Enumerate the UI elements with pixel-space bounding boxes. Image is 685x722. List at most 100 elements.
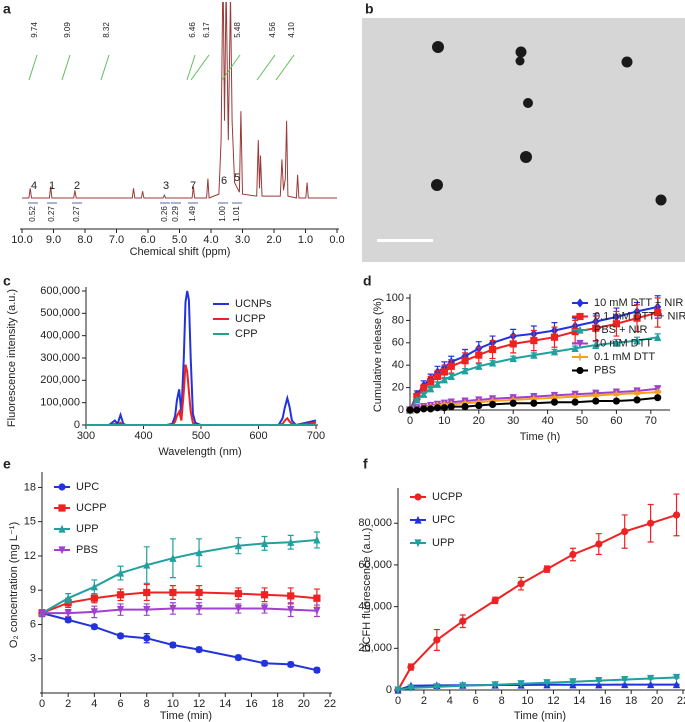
marker xyxy=(672,673,681,682)
x-tick-label: 4 xyxy=(91,698,97,710)
marker xyxy=(195,548,203,557)
x-tick-label: 4.0 xyxy=(203,234,218,246)
x-tick-label: 6 xyxy=(473,695,479,707)
series-line xyxy=(42,607,317,615)
marker xyxy=(550,333,559,341)
marker xyxy=(420,390,428,398)
peak-label: 5.48 xyxy=(233,22,242,38)
marker xyxy=(58,546,66,555)
marker xyxy=(58,483,66,491)
marker xyxy=(550,347,559,356)
spectrum-line xyxy=(22,2,337,199)
marker xyxy=(143,634,151,642)
marker xyxy=(433,404,442,412)
series-line xyxy=(86,290,317,427)
legend-label: CPP xyxy=(235,328,258,340)
x-tick-label: 16 xyxy=(599,695,611,707)
marker xyxy=(576,339,584,348)
legend-label: UCNPs xyxy=(235,298,272,310)
marker xyxy=(313,535,321,544)
marker xyxy=(433,683,441,692)
y-tick-label: 20,000 xyxy=(358,642,392,654)
y-tick-label: 400,000 xyxy=(40,330,80,342)
marker xyxy=(195,604,203,613)
legend-label: PBS + NIR xyxy=(594,324,648,336)
x-tick-label: 4 xyxy=(447,695,453,707)
marker xyxy=(459,617,467,625)
marker xyxy=(543,679,551,687)
y-axis-title: Cumulative release (%) xyxy=(372,298,384,412)
peak-number: 4 xyxy=(31,180,37,192)
marker xyxy=(433,380,442,388)
marker xyxy=(621,680,629,689)
marker xyxy=(287,606,295,614)
y-axis-title: O₂ concentration (mg L⁻¹) xyxy=(8,522,20,648)
marker xyxy=(654,394,662,402)
marker xyxy=(433,372,442,380)
integral-label: 1.00 xyxy=(218,206,227,222)
x-tick-label: 8 xyxy=(144,698,150,710)
marker xyxy=(543,565,551,573)
x-axis-title: Wavelength (nm) xyxy=(158,446,241,458)
marker xyxy=(461,366,469,375)
series-line xyxy=(41,591,317,615)
x-axis-title: Time (h) xyxy=(520,431,561,443)
marker xyxy=(633,396,641,404)
y-tick-label: 0 xyxy=(386,684,392,696)
x-axis-title: Time (min) xyxy=(514,710,566,722)
y-tick-label: 12 xyxy=(24,550,36,562)
marker xyxy=(195,646,203,654)
marker xyxy=(234,604,242,613)
x-tick-label: 2 xyxy=(65,698,71,710)
peak-label: 8.32 xyxy=(102,22,111,38)
y-tick-label: 18 xyxy=(24,481,36,493)
x-tick-label: 10.0 xyxy=(11,234,32,246)
legend-label: 0.1 mM DTT + NIR xyxy=(594,310,685,322)
marker xyxy=(313,594,321,602)
marker xyxy=(440,404,448,412)
marker xyxy=(116,591,125,599)
peak-number: 2 xyxy=(74,180,80,192)
y-tick-label: 60 xyxy=(392,337,404,349)
marker xyxy=(414,515,422,524)
x-tick-label: 50 xyxy=(576,415,588,427)
marker xyxy=(58,524,66,533)
y-tick-label: 40,000 xyxy=(358,601,392,613)
peak-label: 6.17 xyxy=(202,22,211,38)
x-tick-label: 9.0 xyxy=(46,234,61,246)
integral-label: 0.52 xyxy=(28,206,37,222)
y-tick-label: 500,000 xyxy=(40,307,80,319)
marker xyxy=(407,663,415,671)
marker xyxy=(461,403,469,411)
marker xyxy=(672,680,681,689)
marker xyxy=(633,314,641,322)
marker xyxy=(509,399,517,407)
x-tick-label: 0.0 xyxy=(329,234,344,246)
x-tick-label: 10 xyxy=(521,695,533,707)
y-tick-label: 9 xyxy=(30,584,36,596)
marker xyxy=(569,678,577,686)
marker xyxy=(260,539,269,547)
marker xyxy=(414,493,422,501)
panel-label: e xyxy=(3,456,11,472)
marker xyxy=(90,582,98,591)
marker xyxy=(491,681,499,689)
marker xyxy=(64,616,72,624)
marker xyxy=(576,325,584,334)
scale-bar xyxy=(377,239,433,242)
marker xyxy=(116,632,125,640)
marker xyxy=(143,560,151,569)
marker xyxy=(475,362,483,370)
series-line xyxy=(397,513,677,691)
marker xyxy=(488,358,497,367)
peak-leader xyxy=(28,54,38,81)
marker xyxy=(475,401,483,410)
integral-label: 0.27 xyxy=(47,206,56,222)
series-line xyxy=(41,612,318,672)
x-tick-label: 14 xyxy=(219,698,231,710)
y-tick-label: 6 xyxy=(30,618,36,630)
marker xyxy=(461,357,469,365)
marker xyxy=(169,554,177,562)
marker xyxy=(38,609,46,618)
marker xyxy=(571,344,579,352)
